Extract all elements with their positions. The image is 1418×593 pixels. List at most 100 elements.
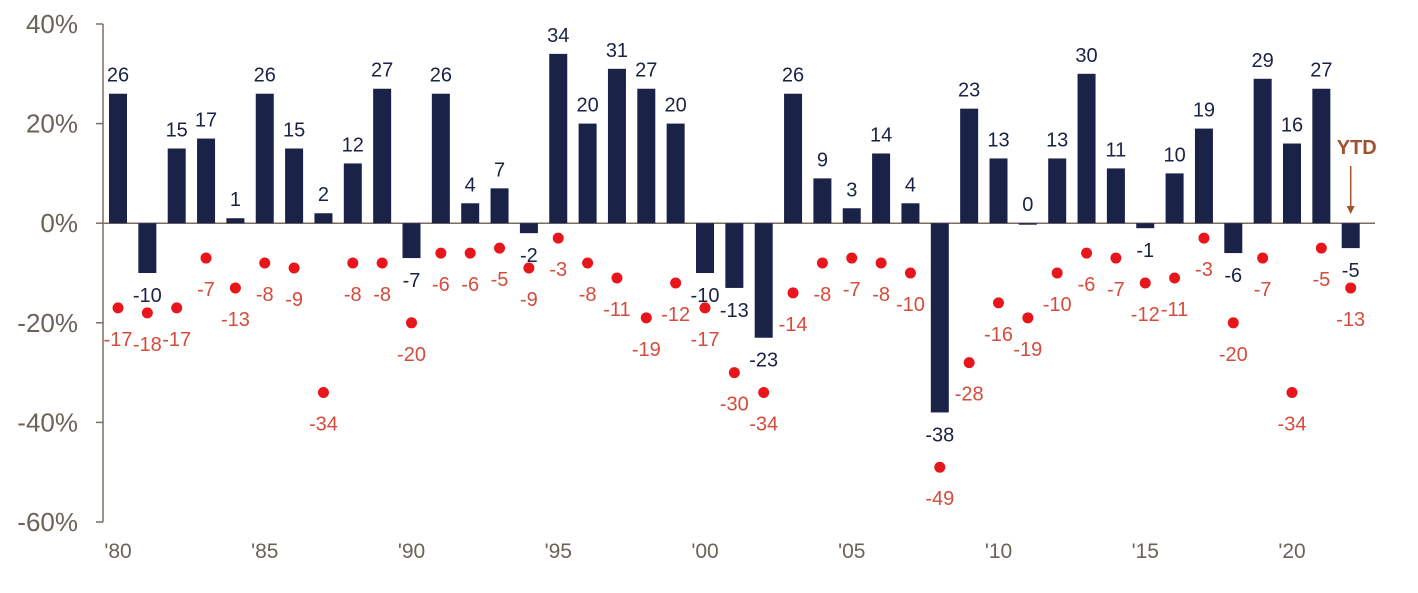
y-tick-label: 40% bbox=[26, 9, 78, 39]
bar-value-label: 15 bbox=[283, 120, 305, 142]
y-tick-label: -40% bbox=[17, 407, 78, 437]
bar-value-label: 31 bbox=[606, 40, 628, 62]
bar bbox=[138, 223, 157, 273]
dot-value-label: -7 bbox=[1107, 279, 1125, 301]
bar bbox=[461, 203, 480, 224]
bar-value-label: 0 bbox=[1022, 194, 1033, 216]
bar-value-label: 10 bbox=[1163, 144, 1185, 166]
intra-year-dot bbox=[523, 262, 535, 274]
bar bbox=[842, 208, 861, 224]
intra-year-dot bbox=[934, 461, 946, 473]
dot-value-label: -16 bbox=[984, 324, 1013, 346]
bar bbox=[255, 93, 274, 224]
dot-value-label: -5 bbox=[491, 269, 509, 291]
dot-value-label: -3 bbox=[549, 259, 567, 281]
x-tick-label: '15 bbox=[1132, 540, 1159, 563]
intra-year-dot bbox=[670, 277, 682, 289]
dot-value-label: -12 bbox=[661, 304, 690, 326]
bar bbox=[1194, 128, 1213, 224]
bar bbox=[725, 223, 744, 288]
intra-year-dot bbox=[1227, 317, 1239, 329]
dot-value-label: -8 bbox=[344, 284, 362, 306]
bar-value-label: -13 bbox=[720, 300, 749, 322]
intra-year-dot bbox=[640, 312, 652, 324]
bar-value-label: 20 bbox=[576, 95, 598, 117]
intra-year-dot bbox=[347, 257, 359, 269]
intra-year-dot bbox=[200, 252, 212, 264]
dot-value-label: -8 bbox=[256, 284, 274, 306]
bar-value-label: 26 bbox=[254, 65, 276, 87]
dot-value-label: -30 bbox=[720, 394, 749, 416]
bar bbox=[813, 178, 832, 224]
intra-year-dot bbox=[963, 357, 975, 369]
bar-value-label: 29 bbox=[1252, 50, 1274, 72]
intra-year-dot bbox=[846, 252, 858, 264]
intra-year-dot bbox=[112, 302, 124, 314]
dot-value-label: -11 bbox=[603, 299, 630, 321]
bar-value-label: -6 bbox=[1224, 265, 1242, 287]
ytd-label: YTD bbox=[1337, 137, 1377, 159]
bar-value-label: 7 bbox=[494, 159, 505, 181]
dot-value-label: -11 bbox=[1161, 299, 1188, 321]
dot-value-label: -28 bbox=[955, 384, 984, 406]
bar-value-label: 34 bbox=[547, 25, 569, 47]
dot-labels: -17 -18 -17-7-13-8 -9-34-8 -8-20-6 -6 -5-9-3-8… bbox=[104, 259, 1366, 510]
intra-year-dot bbox=[1110, 252, 1122, 264]
bar bbox=[343, 163, 362, 224]
bar-value-label: 26 bbox=[782, 65, 804, 87]
bar-value-label: -10 bbox=[691, 285, 720, 307]
bar-value-label: 13 bbox=[987, 129, 1009, 151]
bar-value-label: -5 bbox=[1342, 260, 1360, 282]
bar bbox=[314, 213, 333, 224]
bar bbox=[1253, 78, 1272, 224]
bar bbox=[373, 88, 392, 224]
bar bbox=[1136, 223, 1155, 229]
dot-value-label: -6 bbox=[432, 274, 450, 296]
bar bbox=[1224, 223, 1243, 254]
bar bbox=[402, 223, 421, 259]
bar bbox=[1106, 168, 1125, 224]
bar-value-label: -7 bbox=[403, 270, 421, 292]
dot-value-label: -10 bbox=[1043, 294, 1072, 316]
intra-year-dot bbox=[1081, 247, 1093, 259]
intra-year-dot bbox=[494, 242, 506, 254]
bar bbox=[549, 53, 568, 224]
dot-value-label: -9 bbox=[520, 289, 538, 311]
bar bbox=[109, 93, 127, 224]
bar-value-label: -23 bbox=[749, 350, 778, 372]
intra-year-dot bbox=[1022, 312, 1034, 324]
bar-value-label: 26 bbox=[107, 65, 129, 87]
intra-year-dot bbox=[1257, 252, 1269, 264]
intra-year-dot bbox=[141, 307, 153, 319]
bar bbox=[989, 158, 1008, 224]
intra-year-dot bbox=[1345, 282, 1357, 294]
x-tick-label: '05 bbox=[838, 540, 865, 563]
bar bbox=[1048, 158, 1067, 224]
ytd-arrow-head bbox=[1346, 206, 1355, 214]
intra-year-dot bbox=[259, 257, 271, 269]
intra-year-dot bbox=[758, 387, 770, 399]
bar-value-label: 2 bbox=[318, 184, 329, 206]
dot-value-label: -17 bbox=[691, 329, 720, 351]
intra-year-dot bbox=[229, 282, 241, 294]
intra-year-dot bbox=[1198, 232, 1210, 244]
dot-value-label: -34 bbox=[1278, 414, 1307, 436]
dot-value-label: -34 bbox=[749, 414, 778, 436]
bar-value-label: 27 bbox=[371, 60, 393, 82]
bar-value-label: 27 bbox=[635, 60, 657, 82]
intra-year-dot bbox=[1286, 387, 1298, 399]
dot-value-label: -3 bbox=[1195, 259, 1213, 281]
dot-value-label: -9 bbox=[285, 289, 303, 311]
dot-value-label: -17 bbox=[104, 329, 133, 351]
dot-value-label: -34 bbox=[309, 414, 338, 436]
x-tick-label: '95 bbox=[545, 540, 572, 563]
dot-value-label: -10 bbox=[896, 294, 925, 316]
bar-value-label: 3 bbox=[846, 179, 857, 201]
intra-year-dot bbox=[728, 367, 740, 379]
intra-year-dot bbox=[611, 272, 623, 284]
intra-year-dot bbox=[317, 387, 329, 399]
x-tick-label: '85 bbox=[251, 540, 278, 563]
x-tick-labels: '80 '85 '90 '95 '00 '05 '10 '15 '20 bbox=[104, 540, 1305, 563]
bar-value-label: 16 bbox=[1281, 115, 1303, 137]
